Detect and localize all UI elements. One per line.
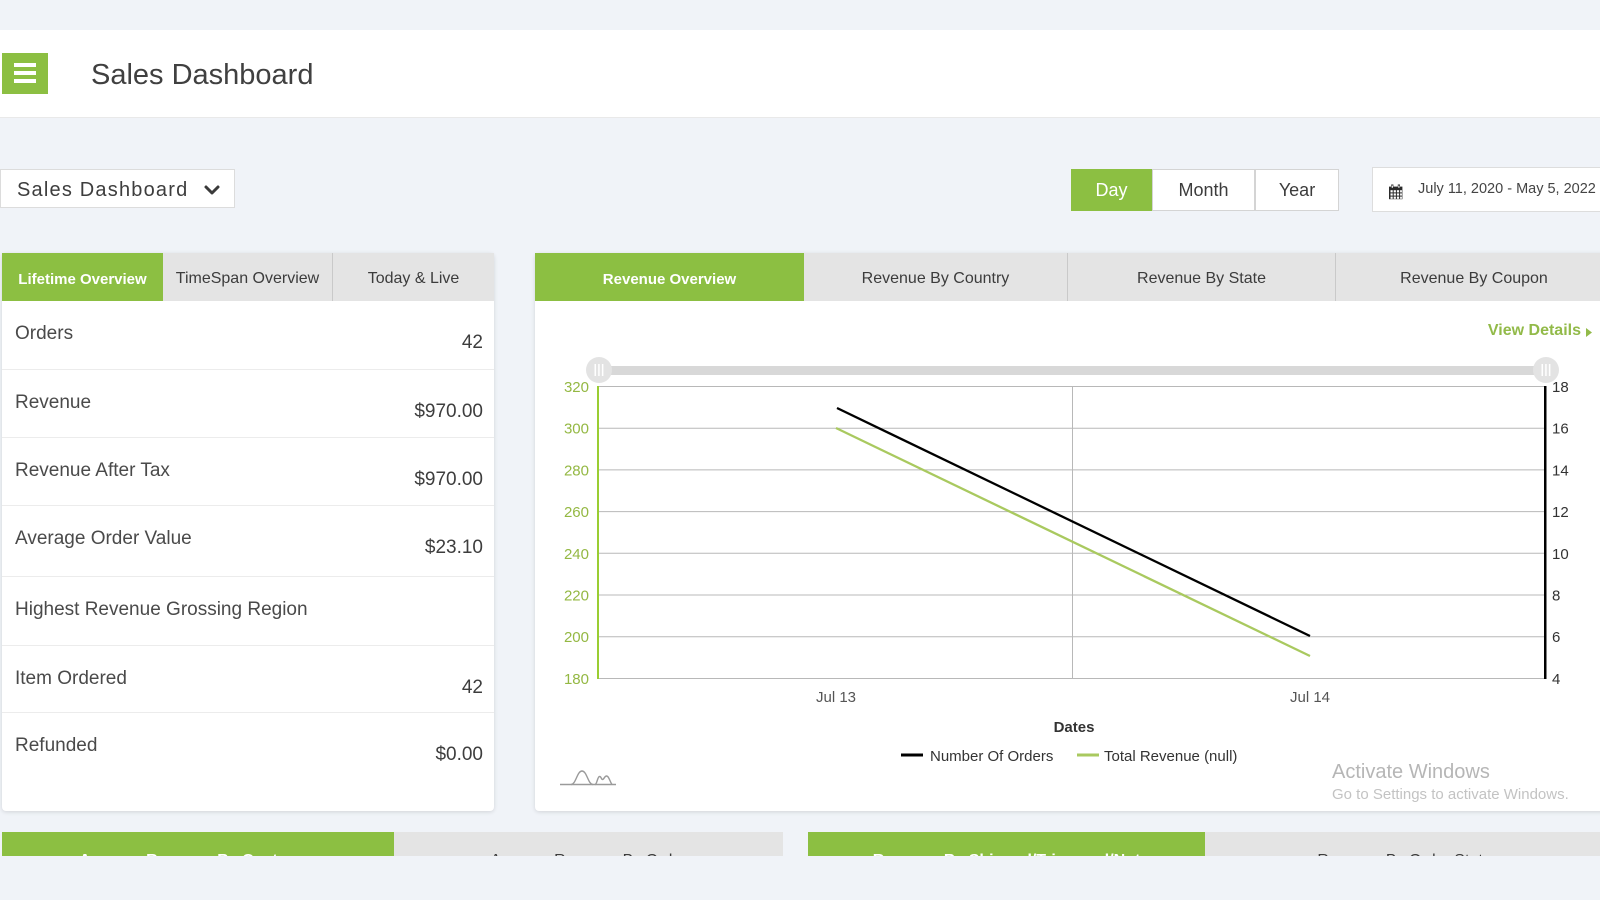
svg-text:220: 220 (564, 588, 589, 605)
svg-text:16: 16 (1552, 421, 1569, 438)
svg-text:View Details: View Details (1488, 322, 1581, 339)
svg-text:14: 14 (1552, 462, 1569, 479)
svg-text:240: 240 (564, 546, 589, 563)
svg-text:12: 12 (1552, 504, 1569, 521)
svg-text:Number Of Orders: Number Of Orders (930, 748, 1053, 765)
svg-text:8: 8 (1552, 588, 1560, 605)
svg-text:Jul 14: Jul 14 (1290, 689, 1330, 706)
svg-text:300: 300 (564, 421, 589, 438)
svg-text:320: 320 (564, 379, 589, 396)
svg-text:10: 10 (1552, 546, 1569, 563)
svg-text:4: 4 (1552, 671, 1560, 688)
svg-text:Total Revenue (null): Total Revenue (null) (1104, 748, 1237, 765)
svg-text:18: 18 (1552, 379, 1569, 396)
svg-text:Activate Windows: Activate Windows (1332, 761, 1490, 783)
svg-text:Jul 13: Jul 13 (816, 689, 856, 706)
svg-text:Go to Settings to activate Win: Go to Settings to activate Windows. (1332, 786, 1569, 803)
svg-text:Dates: Dates (1054, 719, 1095, 736)
svg-text:6: 6 (1552, 629, 1560, 646)
svg-text:200: 200 (564, 629, 589, 646)
svg-text:180: 180 (564, 671, 589, 688)
svg-text:260: 260 (564, 504, 589, 521)
svg-text:280: 280 (564, 462, 589, 479)
